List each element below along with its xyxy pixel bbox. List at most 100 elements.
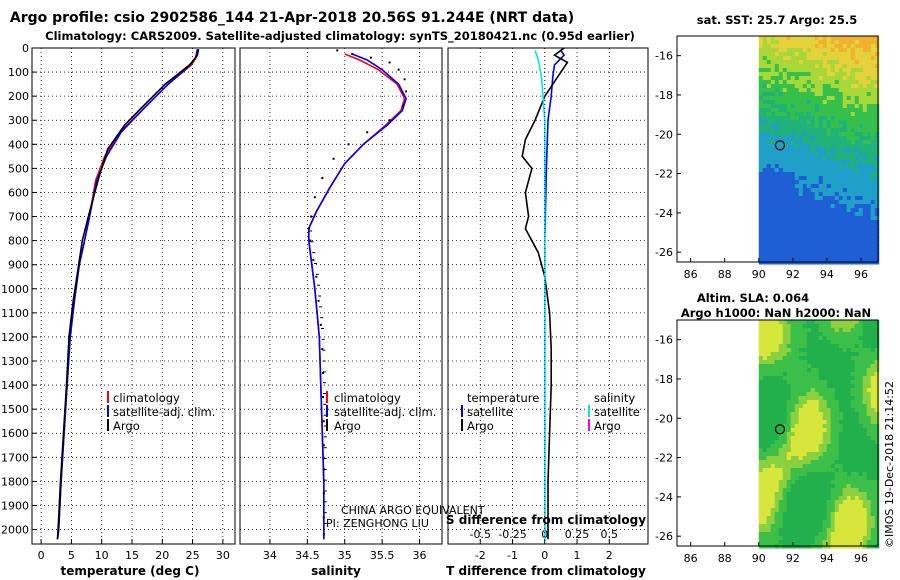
map-cell [862,468,868,473]
map-cell [806,36,812,41]
map-cell [834,184,840,189]
map-cell [770,336,776,341]
map-cell [866,76,872,81]
map-cell [770,200,776,205]
map-cell [862,392,868,397]
map-cell [858,180,864,185]
map-cell [762,396,768,401]
map-cell [778,416,784,421]
map-cell [770,324,776,329]
map-cell [774,232,780,237]
map-cell [842,212,848,217]
map-cell [842,360,848,365]
map-cell [842,204,848,209]
map-cell [838,320,844,325]
map-cell [790,140,796,145]
map-cell [842,412,848,417]
map-cell [794,420,800,425]
map-cell [794,392,800,397]
map-cell [810,108,816,113]
map-cell [798,336,804,341]
map-cell [834,60,840,65]
map-cell [870,452,876,457]
map-cell [870,200,876,205]
map-cell [810,160,816,165]
map-cell [778,440,784,445]
map-cell [782,152,788,157]
map-cell [790,44,796,49]
map-cell [854,396,860,401]
map-cell [786,460,792,465]
map-cell [762,472,768,477]
map-cell [798,512,804,517]
map-cell [826,440,832,445]
map-cell [818,116,824,121]
map-cell [874,520,880,525]
map-cell [822,480,828,485]
map-cell [818,464,824,469]
map-cell [862,412,868,417]
map-cell [770,376,776,381]
map-cell [850,368,856,373]
map-cell [766,144,772,149]
map-cell [794,396,800,401]
map-cell [826,44,832,49]
map-cell [830,88,836,93]
map-cell [782,112,788,117]
map-cell [850,360,856,365]
map-cell [798,376,804,381]
map-cell [766,488,772,493]
map-cell [858,76,864,81]
map-cell [826,52,832,57]
map-cell [830,76,836,81]
map-cell [870,152,876,157]
map-cell [838,528,844,533]
map-cell [866,100,872,105]
map-cell [774,68,780,73]
map-cell [834,356,840,361]
map-cell [858,200,864,205]
map-cell [810,508,816,513]
map-cell [786,232,792,237]
map-cell [826,432,832,437]
map-cell [790,172,796,177]
map-cell [766,248,772,253]
map-cell [782,508,788,513]
map-cell [802,448,808,453]
map-cell [798,440,804,445]
map-cell [778,328,784,333]
map-cell [798,148,804,153]
map-cell [762,176,768,181]
map-cell [850,436,856,441]
map-cell [854,476,860,481]
map-cell [782,336,788,341]
map-cell [794,444,800,449]
map-cell [794,156,800,161]
map-cell [842,456,848,461]
map-cell [790,240,796,245]
map-cell [794,160,800,165]
map-cell [810,184,816,189]
map-cell [806,528,812,533]
map-cell [838,64,844,69]
map-cell [766,96,772,101]
map-cell [858,468,864,473]
map-cell [858,436,864,441]
map-cell [842,172,848,177]
map-cell [830,136,836,141]
map-cell [770,128,776,133]
map-cell [830,488,836,493]
map-cell [758,176,764,181]
map-cell [814,108,820,113]
map-cell [826,532,832,537]
map-x-tick-label: 92 [786,268,800,281]
map-cell [762,364,768,369]
map-cell [782,324,788,329]
map-cell [782,536,788,541]
map-cell [874,152,880,157]
map-cell [842,256,848,261]
map-cell [814,232,820,237]
map-cell [834,396,840,401]
map-cell [774,396,780,401]
map-cell [846,520,852,525]
